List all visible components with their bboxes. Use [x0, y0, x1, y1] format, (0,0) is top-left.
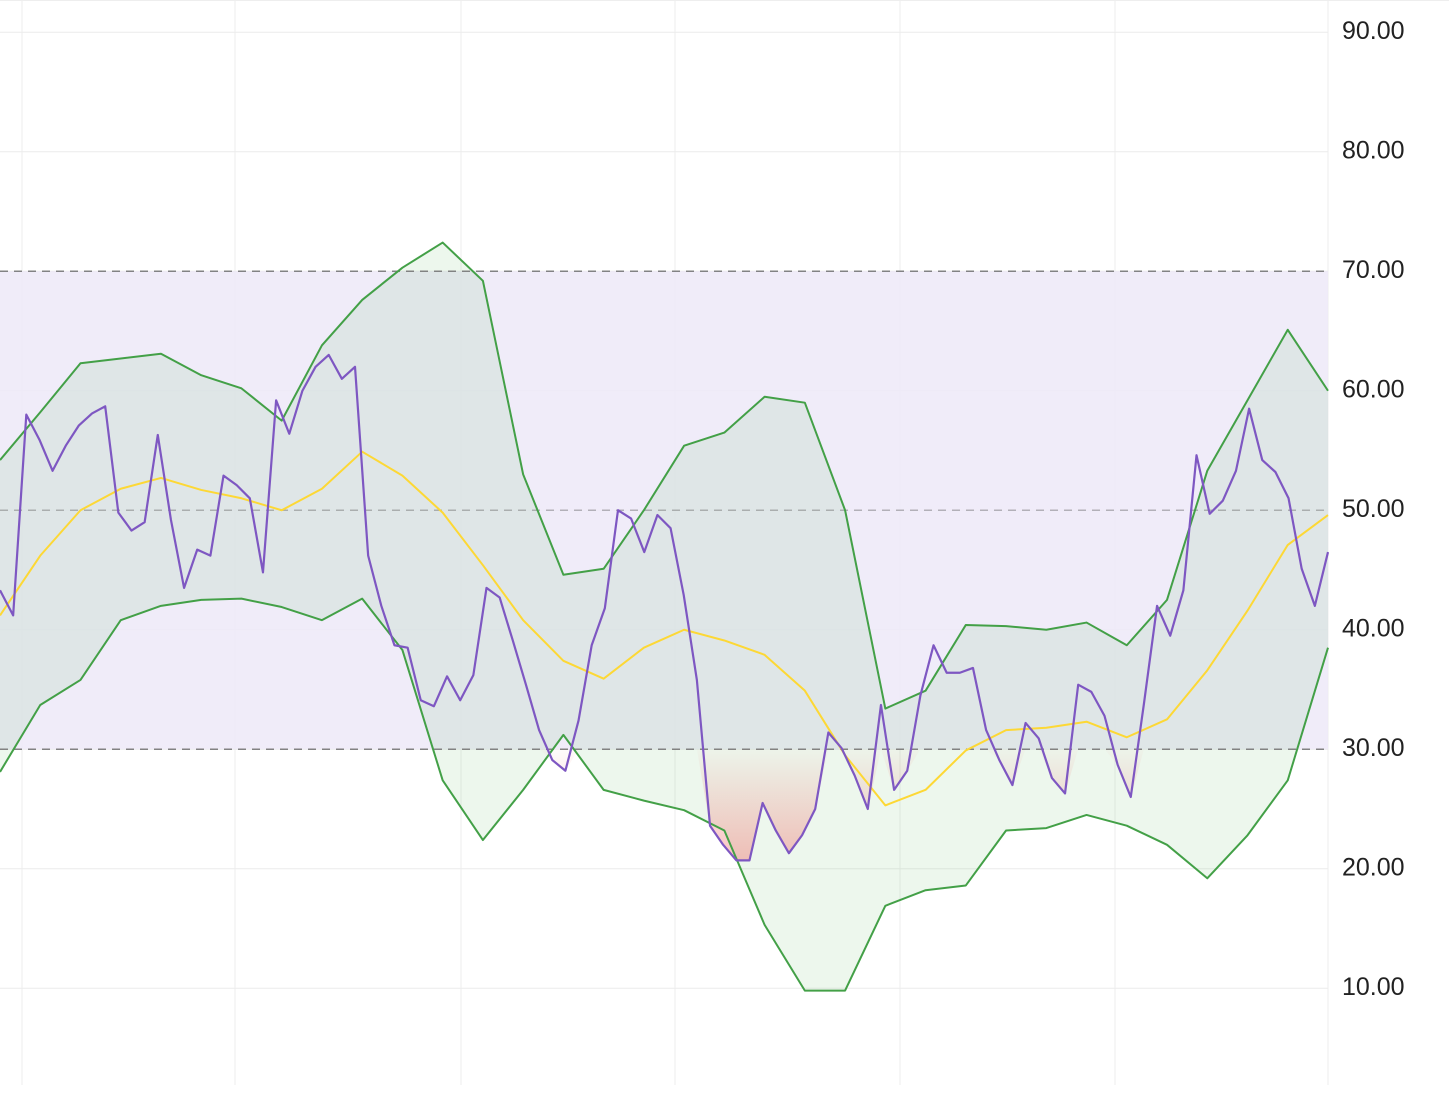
band-fill: [0, 242, 1328, 991]
series-line: [0, 353, 1330, 862]
series-line: [0, 597, 1329, 992]
series-line: [0, 241, 1329, 710]
y-tick-label: 50.00: [1342, 495, 1405, 523]
y-tick-label: 40.00: [1342, 614, 1405, 642]
y-tick-label: 70.00: [1342, 256, 1405, 284]
y-tick-label: 80.00: [1342, 136, 1405, 164]
y-tick-label: 30.00: [1342, 734, 1405, 762]
y-tick-label: 90.00: [1342, 17, 1405, 45]
y-tick-label: 10.00: [1342, 973, 1405, 1001]
y-tick-label: 60.00: [1342, 375, 1405, 403]
y-tick-label: 20.00: [1342, 853, 1405, 881]
